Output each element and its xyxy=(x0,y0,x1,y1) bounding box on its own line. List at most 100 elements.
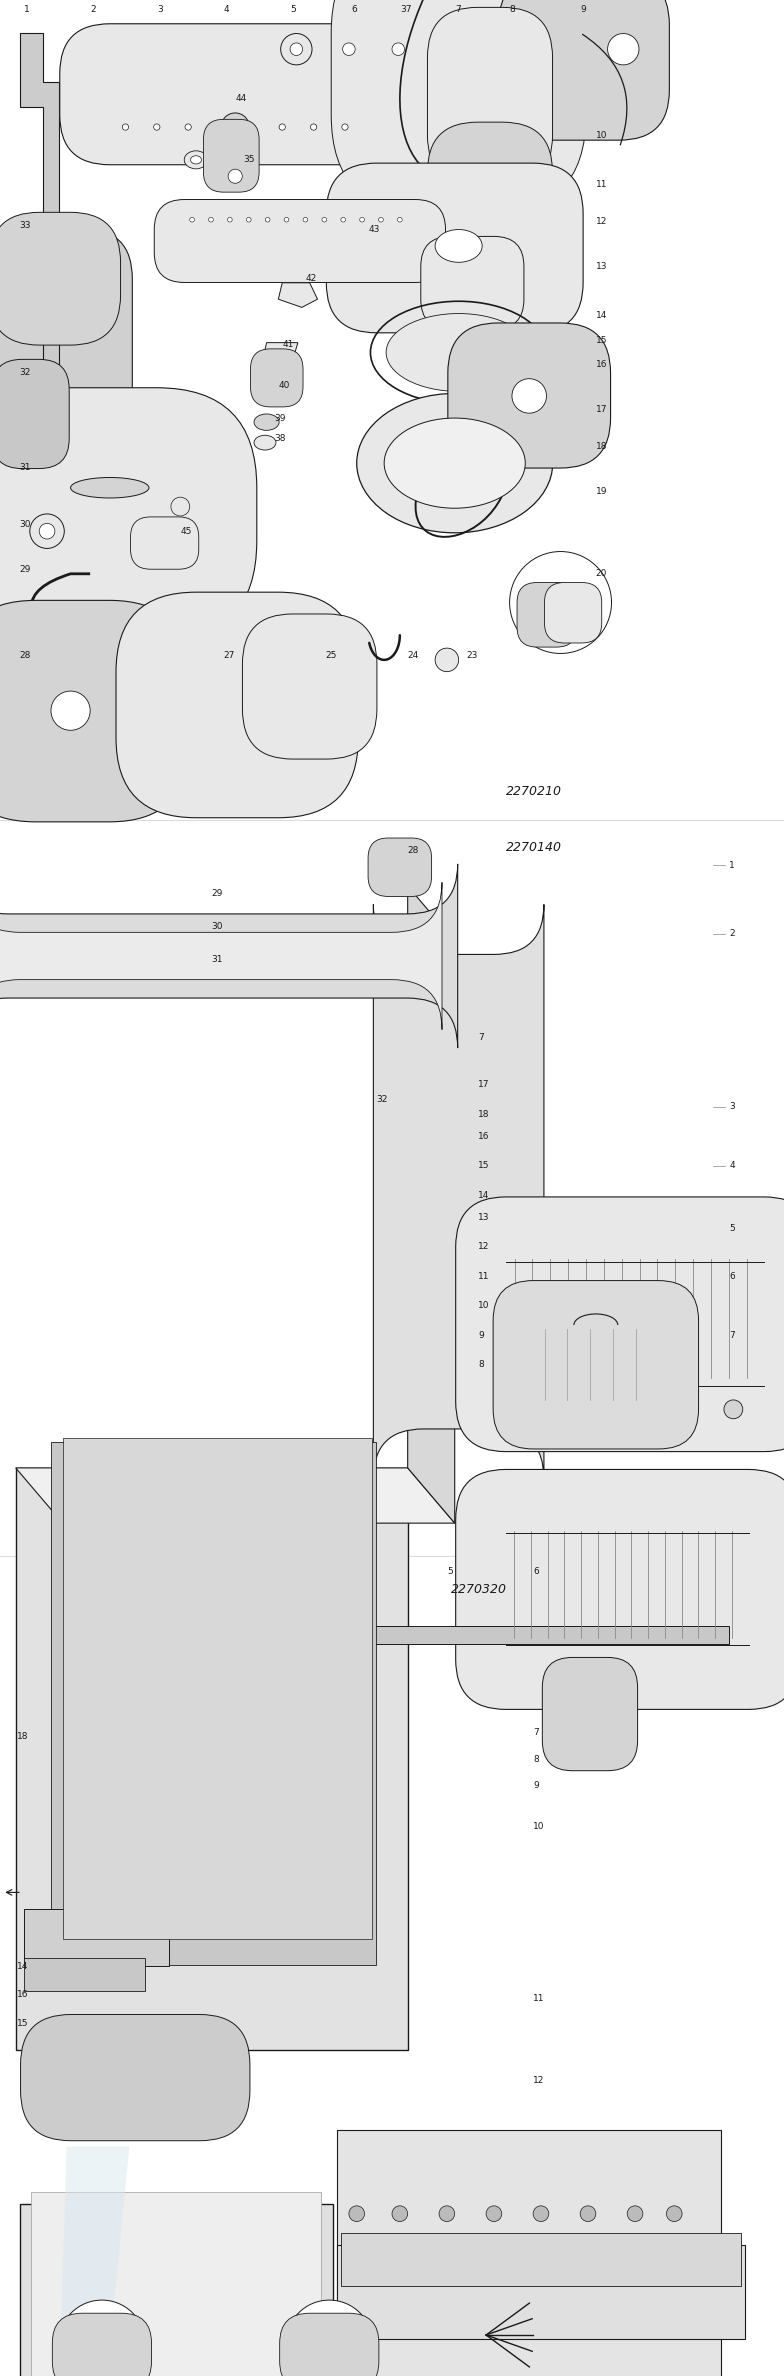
Text: 45: 45 xyxy=(180,527,192,535)
Text: 7: 7 xyxy=(478,1034,484,1041)
FancyBboxPatch shape xyxy=(190,1658,285,1770)
FancyBboxPatch shape xyxy=(0,359,69,468)
Text: 18: 18 xyxy=(478,1110,490,1119)
Circle shape xyxy=(343,43,355,55)
FancyBboxPatch shape xyxy=(0,211,121,345)
Text: 17: 17 xyxy=(596,406,608,413)
Text: 12: 12 xyxy=(533,2077,545,2086)
Text: 5: 5 xyxy=(290,5,296,14)
FancyBboxPatch shape xyxy=(421,235,524,330)
Circle shape xyxy=(439,2205,455,2222)
FancyBboxPatch shape xyxy=(0,865,458,1048)
Text: 12: 12 xyxy=(596,216,608,226)
Text: 20: 20 xyxy=(596,570,608,577)
FancyBboxPatch shape xyxy=(543,1658,637,1770)
Ellipse shape xyxy=(184,150,208,169)
Text: 6: 6 xyxy=(351,5,357,14)
Ellipse shape xyxy=(254,413,279,430)
FancyBboxPatch shape xyxy=(51,1442,376,1965)
Text: 8: 8 xyxy=(478,1361,484,1369)
Circle shape xyxy=(486,2205,502,2222)
FancyBboxPatch shape xyxy=(544,582,602,644)
Circle shape xyxy=(392,43,405,55)
Text: 31: 31 xyxy=(20,463,31,473)
Text: 7: 7 xyxy=(455,5,460,14)
FancyBboxPatch shape xyxy=(280,2314,379,2376)
Circle shape xyxy=(171,497,190,516)
Circle shape xyxy=(349,2205,365,2222)
Text: 35: 35 xyxy=(243,154,255,164)
Ellipse shape xyxy=(435,230,482,261)
Text: 14: 14 xyxy=(596,311,608,321)
Text: 8: 8 xyxy=(510,5,515,14)
Text: 10: 10 xyxy=(533,1822,545,1832)
Text: 37: 37 xyxy=(400,5,412,14)
Text: 11: 11 xyxy=(478,1271,490,1281)
Text: 13: 13 xyxy=(196,2093,208,2103)
Text: 2270320: 2270320 xyxy=(451,1582,506,1597)
Text: 19: 19 xyxy=(596,487,608,497)
Text: 16: 16 xyxy=(17,1991,29,1998)
FancyBboxPatch shape xyxy=(456,1468,784,1708)
Text: 24: 24 xyxy=(408,651,419,661)
Text: 5: 5 xyxy=(447,1566,452,1575)
Text: 14: 14 xyxy=(478,1190,490,1200)
Text: 41: 41 xyxy=(282,340,294,349)
Text: 30: 30 xyxy=(20,520,31,530)
FancyBboxPatch shape xyxy=(0,601,190,822)
Text: 9: 9 xyxy=(580,5,586,14)
Text: 40: 40 xyxy=(278,380,290,390)
Text: 4: 4 xyxy=(357,1566,362,1575)
Text: 15: 15 xyxy=(596,335,608,345)
Ellipse shape xyxy=(386,314,531,392)
Text: 4: 4 xyxy=(729,1162,735,1171)
Text: 1: 1 xyxy=(24,5,29,14)
FancyBboxPatch shape xyxy=(24,1958,145,1991)
Circle shape xyxy=(284,216,289,221)
FancyBboxPatch shape xyxy=(337,2245,745,2338)
Text: 2: 2 xyxy=(153,1566,158,1575)
Circle shape xyxy=(528,1399,546,1418)
FancyBboxPatch shape xyxy=(16,1468,408,2050)
Circle shape xyxy=(512,378,546,413)
Circle shape xyxy=(265,216,270,221)
Text: 25: 25 xyxy=(325,651,337,661)
Text: 28: 28 xyxy=(408,846,419,855)
FancyBboxPatch shape xyxy=(331,0,586,214)
FancyBboxPatch shape xyxy=(499,0,670,140)
FancyBboxPatch shape xyxy=(456,1198,784,1452)
FancyBboxPatch shape xyxy=(427,121,553,266)
Circle shape xyxy=(533,2205,549,2222)
Text: 2: 2 xyxy=(90,5,96,14)
FancyBboxPatch shape xyxy=(337,2129,721,2376)
FancyBboxPatch shape xyxy=(0,881,442,1029)
Text: 1: 1 xyxy=(90,1566,96,1575)
FancyBboxPatch shape xyxy=(53,2314,151,2376)
Circle shape xyxy=(290,43,303,55)
Circle shape xyxy=(59,2300,145,2376)
Polygon shape xyxy=(20,33,59,696)
Circle shape xyxy=(627,2205,643,2222)
FancyBboxPatch shape xyxy=(154,200,445,283)
FancyBboxPatch shape xyxy=(0,387,257,642)
Text: 9: 9 xyxy=(478,1331,484,1340)
Text: 29: 29 xyxy=(20,565,31,575)
FancyBboxPatch shape xyxy=(31,2191,321,2376)
Polygon shape xyxy=(263,342,298,366)
Circle shape xyxy=(383,33,414,64)
FancyBboxPatch shape xyxy=(63,1437,372,1939)
FancyBboxPatch shape xyxy=(130,518,199,570)
Text: 3: 3 xyxy=(212,1566,217,1575)
Circle shape xyxy=(360,216,365,221)
Text: 13: 13 xyxy=(478,1214,490,1221)
Circle shape xyxy=(392,2205,408,2222)
Circle shape xyxy=(666,2205,682,2222)
Text: 4: 4 xyxy=(223,5,229,14)
Circle shape xyxy=(221,114,249,140)
Text: 29: 29 xyxy=(212,889,223,898)
Circle shape xyxy=(435,649,459,672)
Text: 15: 15 xyxy=(478,1162,490,1171)
Circle shape xyxy=(527,347,555,375)
Circle shape xyxy=(322,216,327,221)
Polygon shape xyxy=(278,283,318,307)
